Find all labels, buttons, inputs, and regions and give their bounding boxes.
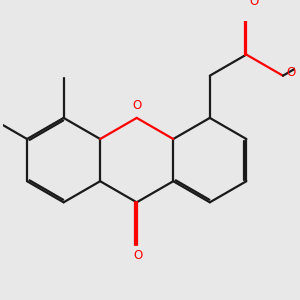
Text: O: O	[132, 99, 141, 112]
Text: O: O	[250, 0, 259, 8]
Text: O: O	[286, 66, 296, 79]
Text: O: O	[134, 249, 143, 262]
